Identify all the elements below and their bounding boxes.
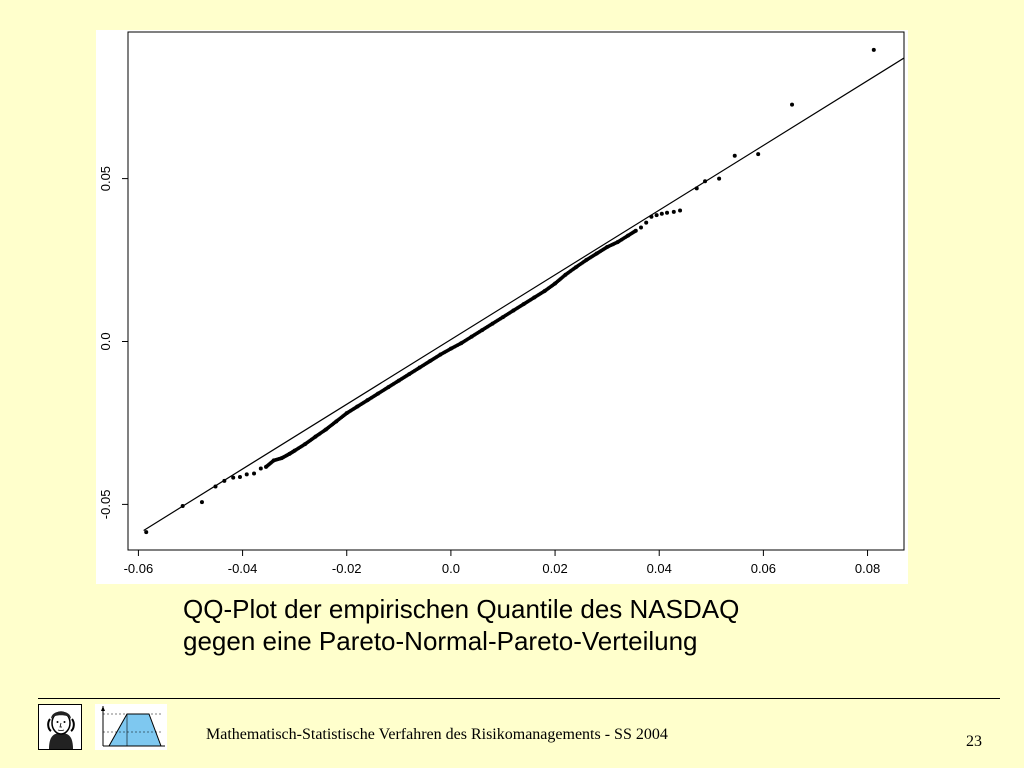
x-tick-label: 0.08: [855, 561, 880, 576]
data-point: [333, 420, 337, 425]
axis-ticks: -0.06 -0.04 -0.02 0.0 0.02 0.04 0.06 0.08 -0.05 0…: [98, 166, 880, 576]
data-point: [258, 466, 263, 471]
reference-line: [143, 57, 904, 531]
data-point: [703, 179, 708, 184]
data-point: [562, 274, 566, 278]
data-point: [551, 282, 556, 287]
y-tick-label: -0.05: [98, 490, 113, 520]
data-point: [479, 329, 483, 333]
qq-plot-chart: -0.06 -0.04 -0.02 0.0 0.02 0.04 0.06 0.08 -0.05 0…: [96, 30, 908, 584]
data-point: [756, 152, 761, 157]
data-point: [406, 373, 410, 377]
data-point: [458, 342, 462, 346]
data-point: [199, 500, 204, 505]
data-point: [654, 213, 659, 218]
data-point: [678, 208, 683, 213]
plot-frame: [127, 31, 905, 551]
data-points-layer: [144, 47, 876, 535]
data-point: [222, 478, 227, 483]
x-tick-label: 0.04: [647, 561, 672, 576]
caption-line-2: gegen eine Pareto-Normal-Pareto-Verteilu…: [183, 626, 698, 656]
data-point: [520, 303, 525, 307]
data-point: [489, 322, 494, 327]
x-tick-label: 0.02: [542, 561, 567, 576]
data-point: [237, 475, 242, 480]
data-point: [364, 399, 369, 403]
data-point: [649, 214, 654, 219]
data-point: [231, 475, 236, 480]
data-point: [252, 471, 257, 476]
y-tick-label: 0.0: [98, 332, 113, 350]
data-point: [694, 186, 699, 191]
data-point: [717, 176, 722, 181]
data-point: [468, 335, 473, 340]
page-number: 23: [966, 733, 982, 750]
data-point: [499, 316, 504, 320]
x-tick-label: -0.02: [332, 561, 362, 576]
footer-course-title: Mathematisch-Statistische Verfahren des …: [206, 726, 668, 743]
data-point: [213, 484, 218, 489]
data-point: [416, 366, 421, 371]
data-point: [593, 252, 598, 257]
data-point: [426, 360, 431, 364]
footer-divider: [38, 698, 1000, 699]
data-point: [531, 296, 535, 301]
data-point: [437, 353, 441, 358]
data-point: [572, 266, 577, 270]
data-point: [354, 405, 358, 410]
data-point: [541, 290, 546, 294]
data-point: [871, 47, 876, 52]
qq-plot-svg: -0.06 -0.04 -0.02 0.0 0.02 0.04 0.06 0.08 -0.05 0…: [98, 31, 905, 576]
data-point: [671, 209, 676, 214]
portrait-icon: [47, 711, 75, 749]
data-point: [180, 504, 185, 509]
caption-line-1: QQ-Plot der empirischen Quantile des NAS…: [183, 594, 740, 624]
data-point: [583, 259, 587, 263]
x-tick-label: -0.04: [228, 561, 258, 576]
data-point: [343, 412, 348, 416]
data-point: [301, 443, 306, 447]
trapezoid-graph-icon: [101, 706, 165, 747]
data-point: [144, 530, 149, 535]
data-point: [510, 309, 514, 314]
data-point: [244, 472, 249, 477]
data-point: [638, 225, 643, 230]
x-tick-label: 0.06: [751, 561, 776, 576]
reference-line-layer: [143, 57, 904, 531]
x-tick-label: 0.0: [442, 561, 460, 576]
goethe-portrait-logo: [38, 704, 82, 750]
data-point: [385, 386, 389, 390]
x-tick-label: -0.06: [124, 561, 154, 576]
distribution-graph-logo: [95, 704, 167, 750]
figure-caption: QQ-Plot der empirischen Quantile des NAS…: [183, 593, 739, 657]
data-point: [312, 435, 316, 440]
data-point: [659, 211, 664, 216]
data-point: [790, 102, 795, 107]
data-point: [374, 392, 379, 397]
y-tick-label: 0.05: [98, 166, 113, 191]
data-point: [395, 379, 400, 384]
data-point: [644, 220, 649, 225]
data-point: [732, 153, 737, 158]
data-point: [322, 428, 327, 433]
data-point: [665, 210, 670, 215]
data-point: [633, 229, 637, 234]
